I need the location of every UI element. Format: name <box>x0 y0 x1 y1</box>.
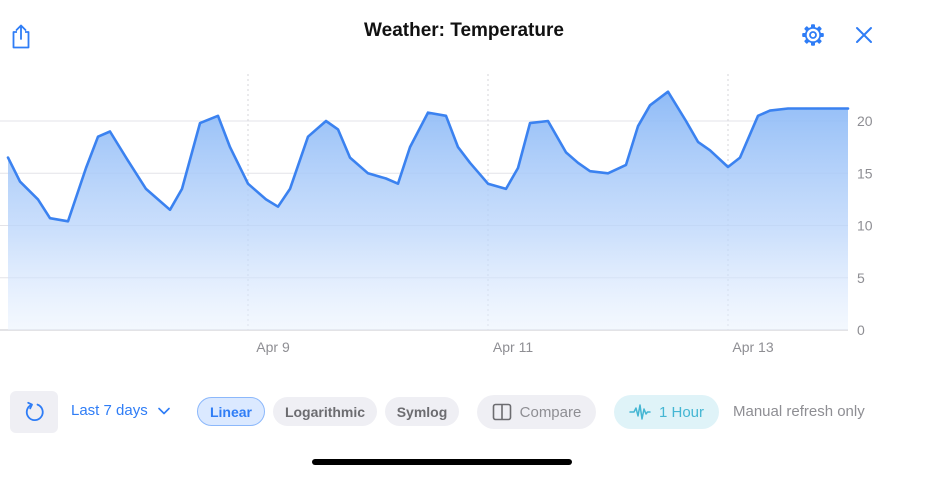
scale-symlog-label: Symlog <box>396 403 448 420</box>
data-point <box>607 172 609 174</box>
share-icon <box>12 24 30 49</box>
data-point <box>829 107 831 109</box>
data-point <box>589 170 591 172</box>
data-point <box>649 104 651 106</box>
data-point <box>709 149 711 151</box>
data-point <box>307 136 309 138</box>
temperature-chart: 0 5 10 15 20 Apr 9 Apr 11 Apr 13 <box>0 66 928 366</box>
data-point <box>37 198 39 200</box>
data-point <box>547 120 549 122</box>
data-point <box>277 206 279 208</box>
data-point <box>445 115 447 117</box>
data-point <box>697 141 699 143</box>
close-button[interactable] <box>851 22 877 48</box>
data-point <box>337 128 339 130</box>
data-point <box>127 160 129 162</box>
refresh-status-text: Manual refresh only <box>733 403 865 420</box>
x-tick-label: Apr 13 <box>732 339 773 355</box>
data-point <box>427 111 429 113</box>
data-point <box>157 198 159 200</box>
data-point <box>289 188 291 190</box>
data-point <box>265 198 267 200</box>
data-point <box>145 188 147 190</box>
data-point <box>19 180 21 182</box>
share-button[interactable] <box>8 22 34 50</box>
data-point <box>97 136 99 138</box>
data-point <box>667 91 669 93</box>
scale-symlog-button[interactable]: Symlog <box>385 397 459 426</box>
data-point <box>67 220 69 222</box>
y-tick-label: 20 <box>857 113 873 129</box>
page-title: Weather: Temperature <box>364 20 564 41</box>
data-point <box>769 109 771 111</box>
time-range-dropdown[interactable]: Last 7 days <box>71 402 170 419</box>
split-view-icon <box>492 403 511 421</box>
data-point <box>181 188 183 190</box>
series-line <box>6 90 850 223</box>
data-point <box>739 156 741 158</box>
chart-toolbar: Last 7 days Linear Logarithmic Symlog Co… <box>0 391 928 433</box>
data-point <box>817 107 819 109</box>
scale-linear-button[interactable]: Linear <box>197 397 265 426</box>
data-point <box>109 130 111 132</box>
data-point <box>625 164 627 166</box>
y-tick-label: 5 <box>857 270 865 286</box>
data-point <box>637 125 639 127</box>
top-bar: Weather: Temperature <box>0 0 928 66</box>
data-point <box>847 107 849 109</box>
data-point <box>397 183 399 185</box>
close-icon <box>856 27 872 43</box>
settings-button[interactable] <box>800 22 826 48</box>
chevron-down-icon <box>157 407 170 414</box>
y-tick-label: 15 <box>857 165 873 181</box>
chart-canvas[interactable]: 0 5 10 15 20 Apr 9 Apr 11 Apr 13 <box>0 66 928 366</box>
data-point <box>469 162 471 164</box>
data-point <box>85 167 87 169</box>
data-point <box>787 107 789 109</box>
data-point <box>247 183 249 185</box>
data-point <box>685 120 687 122</box>
data-point <box>727 166 729 168</box>
series-area <box>8 91 848 330</box>
y-tick-label: 0 <box>857 322 865 338</box>
data-point <box>505 188 507 190</box>
data-point <box>457 146 459 148</box>
scale-logarithmic-button[interactable]: Logarithmic <box>273 397 377 426</box>
data-point <box>367 172 369 174</box>
data-point <box>517 167 519 169</box>
data-point <box>229 146 231 148</box>
data-point <box>565 151 567 153</box>
data-point <box>217 115 219 117</box>
waveform-icon <box>629 404 651 420</box>
data-point <box>49 217 51 219</box>
scale-logarithmic-label: Logarithmic <box>284 403 366 420</box>
x-tick-label: Apr 9 <box>256 339 290 355</box>
y-tick-label: 10 <box>857 218 873 234</box>
data-point <box>757 115 759 117</box>
data-point <box>7 156 9 158</box>
refresh-icon <box>25 401 44 421</box>
data-point <box>199 122 201 124</box>
compare-label: Compare <box>519 403 582 421</box>
data-point <box>385 177 387 179</box>
home-indicator <box>312 459 572 465</box>
data-point <box>529 122 531 124</box>
data-point <box>325 120 327 122</box>
data-point <box>805 107 807 109</box>
data-point <box>349 156 351 158</box>
refresh-button[interactable] <box>10 391 58 433</box>
x-tick-label: Apr 11 <box>493 339 533 355</box>
gear-icon <box>802 24 824 46</box>
data-point <box>577 162 579 164</box>
data-point <box>409 146 411 148</box>
interval-button[interactable]: 1 Hour <box>614 395 719 429</box>
compare-button[interactable]: Compare <box>477 395 596 429</box>
time-range-label: Last 7 days <box>71 402 148 419</box>
interval-label: 1 Hour <box>658 403 705 421</box>
scale-linear-label: Linear <box>209 403 252 420</box>
data-point <box>487 183 489 185</box>
data-point <box>169 209 171 211</box>
